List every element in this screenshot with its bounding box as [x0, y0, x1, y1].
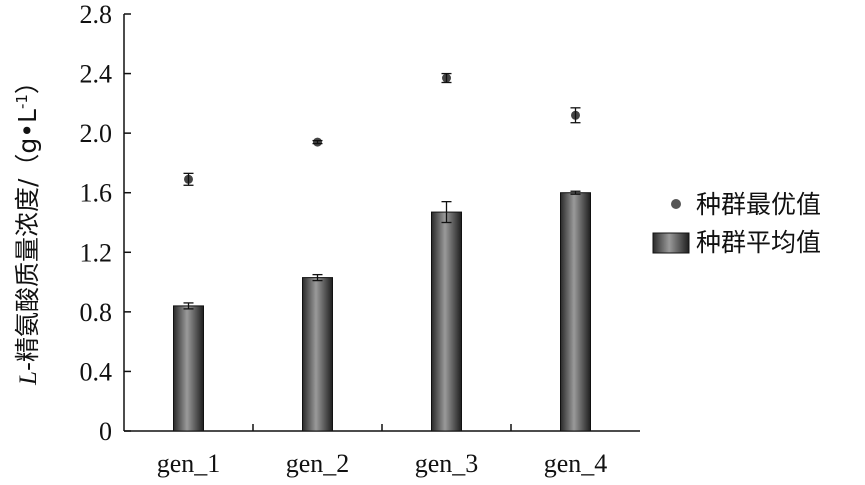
legend-bar-swatch — [652, 232, 690, 254]
bar — [560, 192, 591, 432]
y-axis-label-main: -精氨酸质量浓度/（g•L — [13, 109, 42, 371]
bar — [431, 211, 462, 432]
legend-point-marker — [671, 199, 681, 209]
y-tick-label: 2.4 — [80, 60, 113, 89]
y-axis-label: L-精氨酸质量浓度/（g•L-1） — [13, 69, 42, 386]
x-tick-label: gen_4 — [544, 449, 608, 478]
x-tick-label: gen_1 — [157, 449, 221, 478]
legend-label-best: 种群最优值 — [696, 190, 821, 219]
y-tick-label: 0 — [99, 417, 112, 446]
bars — [173, 190, 591, 432]
legend-label-mean: 种群平均值 — [696, 228, 821, 257]
y-tick-label: 2.0 — [80, 119, 113, 148]
x-tick-label: gen_2 — [286, 449, 350, 478]
x-tick-labels: gen_1 gen_2 gen_3 gen_4 — [157, 449, 608, 478]
y-tick-label: 0.4 — [80, 357, 113, 386]
bar — [302, 277, 333, 432]
y-axis-label-sup: -1 — [13, 94, 31, 109]
y-tick-labels: 0 0.4 0.8 1.2 1.6 2.0 2.4 2.8 — [80, 0, 113, 446]
y-tick-label: 1.2 — [80, 238, 113, 267]
y-tick-label: 2.8 — [80, 0, 113, 29]
points — [183, 72, 581, 186]
bar — [173, 305, 204, 432]
axes — [123, 13, 640, 432]
legend: 种群最优值 种群平均值 — [652, 190, 821, 257]
y-tick-label: 0.8 — [80, 298, 113, 327]
x-tick-label: gen_3 — [415, 449, 479, 478]
y-axis-label-close: ） — [13, 69, 42, 94]
y-axis-label-italic: L — [15, 371, 42, 386]
y-tick-label: 1.6 — [80, 179, 113, 208]
